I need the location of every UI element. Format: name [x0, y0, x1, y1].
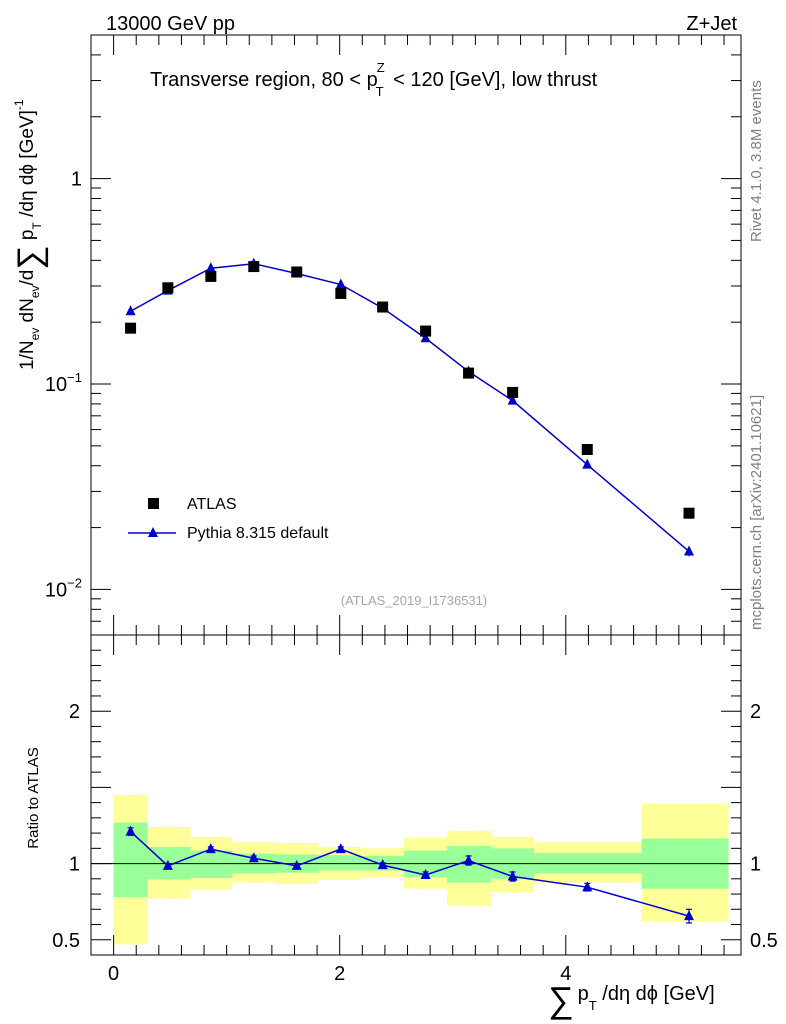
x-tick-label: 4	[560, 963, 571, 985]
pythia-point	[420, 332, 431, 343]
atlas-point	[683, 507, 695, 519]
legend-atlas-label: ATLAS	[187, 496, 237, 513]
legend-atlas-marker	[148, 498, 159, 509]
ratio-band-inner	[318, 855, 362, 871]
ratio-point	[125, 825, 136, 836]
atlas-point	[335, 287, 347, 299]
atlas-point	[507, 386, 519, 398]
ratio-point	[291, 859, 302, 870]
atlas-point	[420, 325, 432, 337]
ratio-frame	[90, 634, 742, 956]
main-y-tick-label: 10−2	[45, 575, 82, 601]
main-y-axis-label: 1/Nev dNev/d∑ pT /dη dϕ [GeV]-1	[11, 99, 49, 370]
pythia-line	[130, 262, 690, 553]
pythia-point	[507, 394, 518, 405]
pythia-point	[205, 262, 216, 273]
ratio-point	[507, 870, 518, 881]
ratio-point	[420, 869, 431, 879]
ratio-point	[248, 852, 259, 863]
legend-pythia-label: Pythia 8.315 default	[187, 525, 329, 542]
legend: ATLAS Pythia 8.315 default	[128, 496, 329, 542]
ratio-point	[205, 843, 216, 854]
atlas-point	[205, 270, 217, 282]
rivet-label: Rivet 4.1.0, 3.8M events	[748, 80, 765, 242]
main-y-tick-label: 1	[71, 169, 82, 191]
ratio-point	[582, 881, 593, 892]
x-axis-label: ∑ pT /dη dϕ [GeV]	[548, 979, 715, 1020]
mcplots-label: mcplots.cern.ch [arXiv:2401.10621]	[748, 395, 765, 630]
pythia-point	[684, 545, 694, 556]
atlas-point	[463, 367, 475, 379]
ratio-point	[684, 910, 694, 921]
legend-pythia-marker	[148, 527, 158, 537]
pythia-point	[582, 458, 593, 469]
main-frame	[90, 34, 742, 636]
svg-text:∑pT /dη dϕ [GeV]: ∑ pT /dη dϕ [GeV]	[548, 979, 715, 1020]
atlas-point	[581, 443, 593, 455]
x-tick-label: 2	[334, 963, 345, 985]
pythia-point	[335, 278, 346, 289]
svg-text:Transverse region, 80 < pZT <: Transverse region, 80 < pZ T < 120 [GeV],…	[150, 60, 598, 99]
analysis-watermark: (ATLAS_2019_I1736531)	[341, 593, 487, 608]
process-label: Z+Jet	[686, 13, 737, 35]
ratio-point	[377, 859, 388, 870]
ratio-point	[162, 859, 173, 870]
svg-text:1/Nev dNev/d∑ pT /dη dϕ [GeV]: 1/Nev dNev/d∑ pT /dη dϕ [GeV]-1	[11, 99, 49, 370]
atlas-point	[291, 266, 303, 278]
atlas-point	[248, 261, 260, 273]
atlas-point	[377, 301, 389, 313]
ratio-band-inner	[190, 850, 233, 879]
main-panel: 10−2 10−1 1 Transverse region, 80 < pZ T < …	[11, 34, 742, 636]
ratio-panel: 0.5 0.5 1 1 2 2 0 2 4 Ratio to ATLAS ∑ pT /dη dϕ…	[25, 634, 778, 1020]
ratio-y-tick-label: 2	[69, 701, 80, 723]
main-y-tick-label: 10−1	[45, 370, 82, 396]
x-tick-label: 0	[108, 963, 119, 985]
ratio-y-tick-label: 0.5	[52, 930, 80, 952]
ratio-y-axis-label: Ratio to ATLAS	[25, 747, 42, 848]
ratio-y-tick-label: 1	[69, 854, 80, 876]
atlas-point	[162, 282, 174, 294]
ratio-y-tick-label-right: 1	[750, 854, 761, 876]
ratio-line	[130, 831, 690, 917]
pythia-point	[125, 305, 136, 316]
ratio-y-tick-label-right: 0.5	[750, 930, 778, 952]
ratio-y-tick-label-right: 2	[750, 701, 761, 723]
atlas-point	[125, 322, 137, 334]
ratio-point	[463, 854, 474, 865]
ratio-point	[335, 843, 346, 854]
energy-label: 13000 GeV pp	[106, 13, 235, 35]
plot-title: Transverse region, 80 < pZ T < 120 [GeV],…	[150, 60, 598, 99]
